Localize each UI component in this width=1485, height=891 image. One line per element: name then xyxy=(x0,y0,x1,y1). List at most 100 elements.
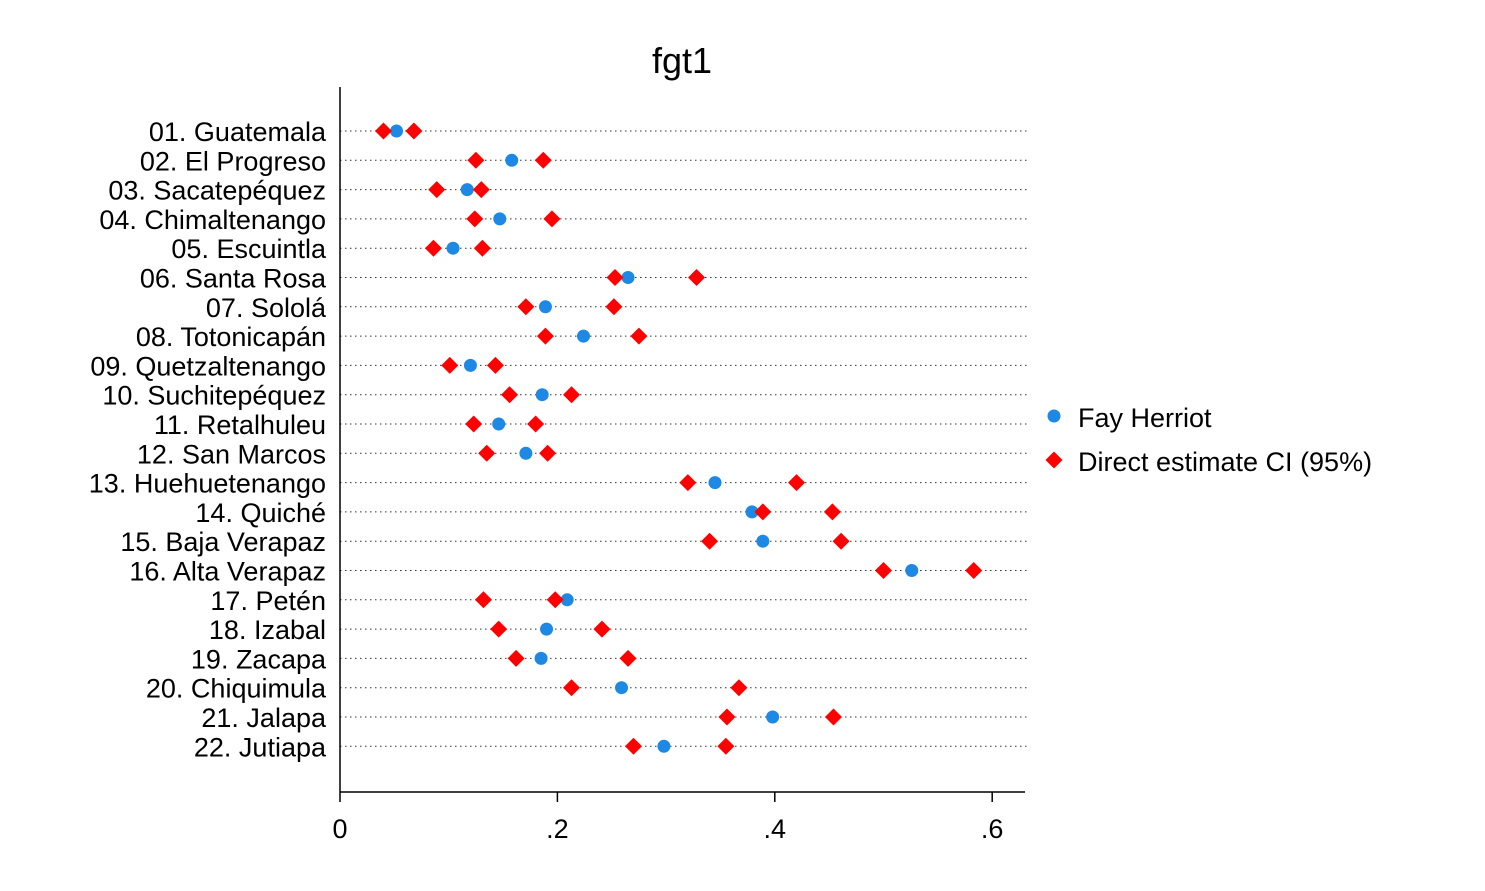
fay-herriot-point xyxy=(505,153,519,167)
ci-upper-point xyxy=(593,620,611,638)
ci-lower-point xyxy=(465,415,483,433)
fay-herriot-point xyxy=(493,212,507,226)
ci-upper-point xyxy=(534,151,552,169)
y-tick-label: 16. Alta Verapaz xyxy=(129,557,326,587)
ci-lower-point xyxy=(424,239,442,257)
fay-herriot-point xyxy=(460,183,474,197)
y-tick-label: 04. Chimaltenango xyxy=(99,205,326,235)
y-tick-label: 09. Quetzaltenango xyxy=(90,351,326,381)
ci-lower-point xyxy=(478,444,496,462)
x-ticks: 0 .2 .4 .6 xyxy=(332,792,1003,844)
y-tick-label: 21. Jalapa xyxy=(201,703,327,733)
ci-upper-point xyxy=(717,737,735,755)
y-tick-label: 12. San Marcos xyxy=(137,439,326,469)
fay-herriot-point xyxy=(621,271,635,284)
fay-herriot-point xyxy=(576,329,590,343)
legend-fay-herriot-label: Fay Herriot xyxy=(1078,403,1212,433)
fay-herriot-point xyxy=(766,710,780,724)
ci-lower-point xyxy=(507,649,525,667)
fay-herriot-point xyxy=(708,476,722,490)
ci-lower-point xyxy=(536,327,554,345)
fay-herriot-point xyxy=(657,739,671,753)
fay-herriot-point xyxy=(745,505,759,519)
y-tick-label: 17. Petén xyxy=(210,586,326,616)
ci-lower-point xyxy=(624,737,642,755)
ci-upper-point xyxy=(546,591,564,609)
ci-upper-point xyxy=(473,239,491,257)
ci-upper-point xyxy=(405,122,423,140)
fay-herriot-point xyxy=(560,593,574,607)
ci-upper-point xyxy=(965,562,983,579)
x-tick-label: .2 xyxy=(546,814,569,844)
fay-herriot-point xyxy=(519,446,533,460)
fay-herriot-point xyxy=(463,358,477,372)
ci-lower-point xyxy=(875,562,892,579)
legend-fay-herriot-marker xyxy=(1047,409,1061,423)
ci-lower-point xyxy=(754,503,772,521)
ci-lower-point xyxy=(606,269,624,286)
ci-lower-point xyxy=(467,151,485,169)
fay-herriot-point xyxy=(905,564,919,577)
fay-herriot-point xyxy=(390,124,404,138)
ci-upper-point xyxy=(527,415,545,433)
legend: Fay Herriot Direct estimate CI (95%) xyxy=(1045,403,1372,477)
ci-lower-point xyxy=(428,181,446,199)
ci-upper-point xyxy=(563,386,581,404)
fay-herriot-point xyxy=(446,241,460,255)
y-tick-label: 05. Escuintla xyxy=(171,234,327,264)
ci-lower-point xyxy=(490,620,508,638)
fay-herriot-point xyxy=(535,388,549,402)
fay-herriot-point xyxy=(615,681,629,695)
y-tick-label: 06. Santa Rosa xyxy=(140,264,327,294)
y-tick-label: 07. Sololá xyxy=(206,293,327,323)
fay-herriot-point xyxy=(538,300,552,314)
ci-upper-point xyxy=(823,503,841,521)
ci-upper-point xyxy=(486,356,504,374)
ci-upper-point xyxy=(824,708,842,726)
ci-upper-point xyxy=(730,679,748,697)
y-tick-label: 10. Suchitepéquez xyxy=(102,381,326,411)
ci-lower-point xyxy=(501,386,519,404)
ci-upper-point xyxy=(688,269,706,286)
y-tick-label: 20. Chiquimula xyxy=(146,674,327,704)
x-tick-label: .6 xyxy=(981,814,1004,844)
y-tick-label: 13. Huehuetenango xyxy=(89,469,326,499)
y-tick-label: 19. Zacapa xyxy=(191,644,327,674)
y-tick-label: 18. Izabal xyxy=(209,615,326,645)
ci-upper-point xyxy=(539,444,557,462)
x-tick-label: 0 xyxy=(332,814,347,844)
grid-lines xyxy=(340,130,1028,747)
ci-lower-point xyxy=(563,679,581,697)
legend-ci-label: Direct estimate CI (95%) xyxy=(1078,447,1372,477)
fay-herriot-point xyxy=(534,651,548,665)
ci-lower-point xyxy=(441,356,459,374)
y-tick-label: 03. Sacatepéquez xyxy=(108,176,326,206)
fay-herriot-point xyxy=(492,417,506,431)
ci-upper-point xyxy=(832,532,850,550)
ci-lower-point xyxy=(679,474,697,492)
chart-title: fgt1 xyxy=(652,40,712,81)
y-tick-label: 01. Guatemala xyxy=(149,117,327,147)
x-tick-label: .4 xyxy=(764,814,787,844)
ci-upper-point xyxy=(630,327,648,345)
y-tick-label: 11. Retalhuleu xyxy=(154,410,326,440)
ci-lower-point xyxy=(517,298,535,316)
ci-lower-point xyxy=(474,591,492,609)
fay-herriot-point xyxy=(756,534,770,548)
y-tick-label: 08. Totonicapán xyxy=(136,322,326,352)
ci-lower-point xyxy=(718,708,736,726)
data-marks xyxy=(374,122,983,755)
legend-ci-marker xyxy=(1045,451,1063,469)
ci-upper-point xyxy=(788,474,806,492)
y-tick-label: 14. Quiché xyxy=(195,498,326,528)
ci-lower-point xyxy=(466,210,484,228)
ci-upper-point xyxy=(619,649,637,667)
y-tick-label: 22. Jutiapa xyxy=(194,732,327,762)
y-tick-label: 02. El Progreso xyxy=(140,146,326,176)
fay-herriot-point xyxy=(540,622,554,636)
y-tick-label: 15. Baja Verapaz xyxy=(120,527,326,557)
ci-upper-point xyxy=(605,298,623,316)
axes xyxy=(339,87,1025,793)
